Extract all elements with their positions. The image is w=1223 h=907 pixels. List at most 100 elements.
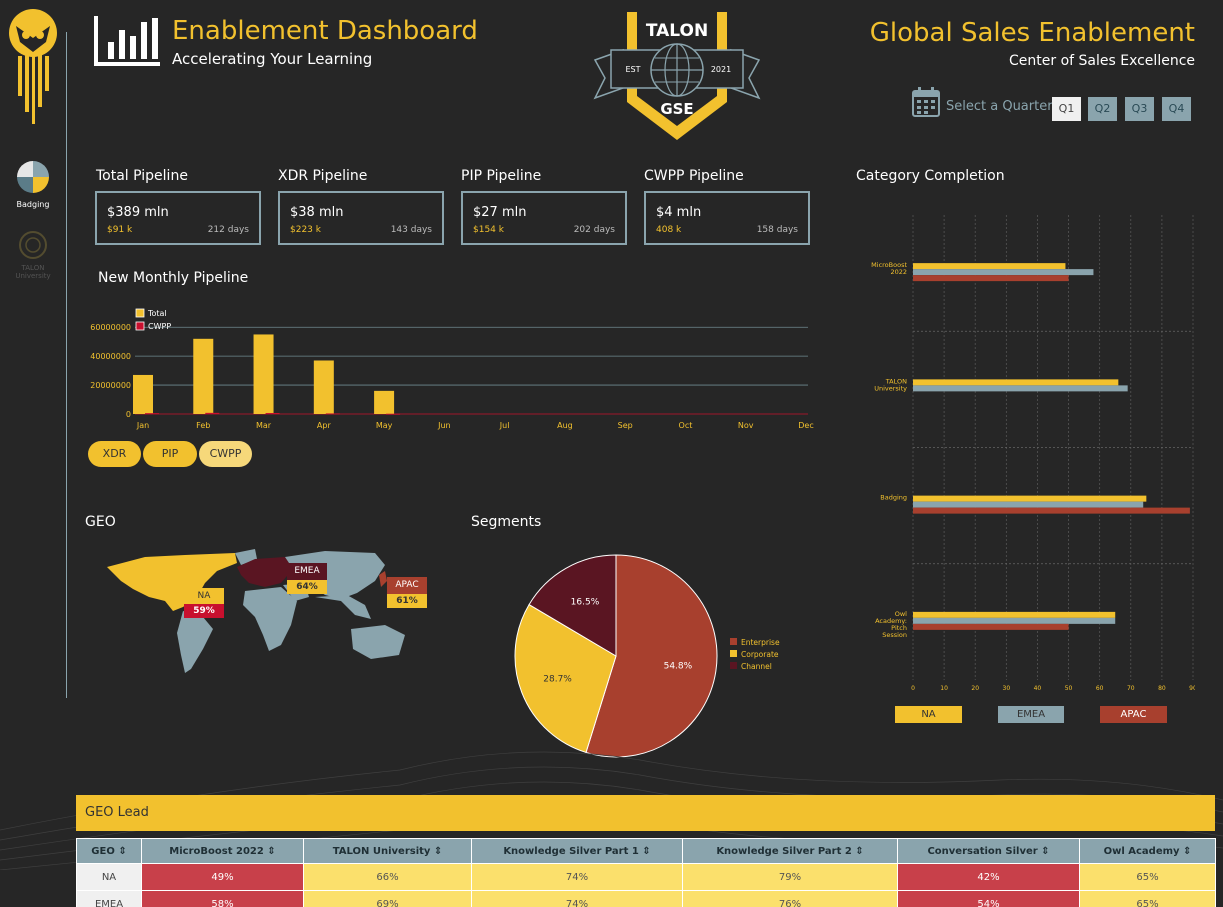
bar-apac[interactable] bbox=[913, 275, 1069, 282]
kpi-title-total: Total Pipeline bbox=[96, 168, 188, 184]
bar-na[interactable] bbox=[913, 611, 1116, 618]
segments-pie-chart: 54.8% 28.7% 16.5% Enterprise Corporate Chann… bbox=[514, 554, 780, 758]
filter-pill-pip[interactable]: PIP bbox=[143, 441, 197, 467]
bar-emea[interactable] bbox=[913, 501, 1144, 508]
table-cell-geo: NA bbox=[76, 863, 142, 891]
quarter-button-q3[interactable]: Q3 bbox=[1125, 97, 1154, 121]
bar-emea[interactable] bbox=[913, 385, 1128, 392]
legend-emea: EMEA bbox=[998, 706, 1064, 723]
table-row: NA 49% 66% 74% 79% 42% 65% bbox=[76, 863, 1216, 891]
bar-emea[interactable] bbox=[913, 269, 1094, 276]
geo-lead-table: GEO ⇕ MicroBoost 2022 ⇕ TALON University… bbox=[76, 838, 1216, 907]
column-header-talon-university[interactable]: TALON University ⇕ bbox=[303, 838, 472, 864]
region-value: 61% bbox=[387, 594, 427, 608]
kpi-card-cwpp: $4 mln 408 k 158 days bbox=[644, 191, 810, 245]
bar-apac[interactable] bbox=[913, 507, 1190, 514]
x-tick-label: Jun bbox=[437, 421, 451, 430]
bar-total[interactable] bbox=[193, 338, 214, 414]
x-tick-label: 70 bbox=[1127, 685, 1135, 692]
filter-pill-cwpp[interactable]: CWPP bbox=[199, 441, 252, 467]
bar-apac[interactable] bbox=[913, 623, 1069, 630]
filter-pill-xdr[interactable]: XDR bbox=[88, 441, 141, 467]
x-tick-label: Sep bbox=[618, 421, 633, 430]
pinwheel-icon bbox=[17, 161, 49, 193]
pie-slice-channel[interactable] bbox=[528, 554, 617, 657]
category-completion-title: Category Completion bbox=[856, 168, 1005, 184]
sidebar-item-talon-university[interactable]: TALON University bbox=[3, 230, 63, 290]
right-subtitle: Center of Sales Excellence bbox=[1009, 53, 1195, 69]
map-label-na: NA 59% bbox=[184, 588, 224, 618]
x-tick-label: 20 bbox=[971, 685, 979, 692]
kpi-title-xdr: XDR Pipeline bbox=[278, 168, 368, 184]
legend-swatch-cwpp bbox=[135, 321, 145, 331]
geo-lead-header: GEO Lead bbox=[76, 795, 1215, 831]
bar-cwpp[interactable] bbox=[265, 412, 280, 414]
map-label-apac: APAC 61% bbox=[387, 577, 427, 608]
talon-gse-logo: TALON EST 2021 GSE bbox=[593, 10, 761, 144]
table-cell: 49% bbox=[141, 863, 304, 891]
column-header-geo[interactable]: GEO ⇕ bbox=[76, 838, 142, 864]
quarter-label: Select a Quarter: bbox=[946, 99, 1057, 114]
table-cell: 76% bbox=[682, 890, 898, 907]
bar-cwpp[interactable] bbox=[386, 413, 401, 415]
x-tick-label: 60 bbox=[1096, 685, 1104, 692]
page-title: Enablement Dashboard bbox=[172, 16, 478, 46]
map-north-america[interactable] bbox=[107, 553, 237, 611]
column-header-owl-academy[interactable]: Owl Academy ⇕ bbox=[1079, 838, 1216, 864]
x-tick-label: 30 bbox=[1003, 685, 1011, 692]
logo-est-text: EST bbox=[625, 65, 640, 74]
map-europe[interactable] bbox=[237, 557, 293, 587]
bar-cwpp[interactable] bbox=[145, 413, 159, 415]
table-cell-geo: EMEA bbox=[76, 890, 142, 907]
x-tick-label: Feb bbox=[196, 421, 210, 430]
column-header-conversation-silver[interactable]: Conversation Silver ⇕ bbox=[897, 838, 1080, 864]
logo-year-text: 2021 bbox=[711, 65, 731, 74]
table-cell: 69% bbox=[303, 890, 472, 907]
bar-total[interactable] bbox=[253, 334, 274, 414]
legend-label-corporate: Corporate bbox=[741, 650, 779, 659]
legend-swatch-corporate bbox=[730, 650, 737, 657]
bar-cwpp[interactable] bbox=[325, 413, 340, 415]
calendar-icon bbox=[912, 87, 940, 121]
x-tick-label: 10 bbox=[940, 685, 948, 692]
kpi-sub: $91 k bbox=[107, 225, 133, 235]
bar-na[interactable] bbox=[913, 379, 1119, 386]
world-map bbox=[107, 549, 405, 673]
quarter-button-q4[interactable]: Q4 bbox=[1162, 97, 1191, 121]
sidebar-item-badging[interactable]: Badging bbox=[3, 160, 63, 210]
legend-label-total: Total bbox=[147, 309, 167, 318]
page-subtitle: Accelerating Your Learning bbox=[172, 50, 373, 68]
column-header-knowledge-silver-2[interactable]: Knowledge Silver Part 2 ⇕ bbox=[682, 838, 898, 864]
map-africa bbox=[243, 587, 297, 651]
y-tick-label: 0 bbox=[126, 410, 131, 419]
y-tick-label: 60000000 bbox=[90, 323, 131, 332]
bar-emea[interactable] bbox=[913, 617, 1116, 624]
bar-total[interactable] bbox=[133, 374, 153, 414]
x-tick-label: Aug bbox=[557, 421, 573, 430]
pie-slice-label: 16.5% bbox=[571, 598, 600, 608]
owl-logo bbox=[8, 8, 58, 128]
kpi-value: $389 mln bbox=[107, 205, 169, 220]
kpi-days: 202 days bbox=[573, 225, 615, 235]
x-tick-label: 0 bbox=[911, 685, 915, 692]
legend-apac: APAC bbox=[1100, 706, 1167, 723]
talon-seal-icon bbox=[19, 231, 47, 259]
bar-total[interactable] bbox=[313, 360, 334, 414]
geo-title: GEO bbox=[85, 514, 116, 530]
bar-cwpp[interactable] bbox=[205, 412, 220, 414]
legend-swatch-total bbox=[135, 308, 145, 318]
kpi-card-pip: $27 mln $154 k 202 days bbox=[461, 191, 627, 245]
legend-label-cwpp: CWPP bbox=[148, 322, 171, 331]
quarter-button-q2[interactable]: Q2 bbox=[1088, 97, 1117, 121]
column-header-microboost[interactable]: MicroBoost 2022 ⇕ bbox=[141, 838, 304, 864]
quarter-button-q1[interactable]: Q1 bbox=[1052, 97, 1081, 121]
x-tick-label: Jan bbox=[136, 421, 149, 430]
bar-total[interactable] bbox=[374, 390, 395, 414]
bar-na[interactable] bbox=[913, 263, 1066, 270]
x-tick-label: Dec bbox=[798, 421, 813, 430]
column-header-knowledge-silver-1[interactable]: Knowledge Silver Part 1 ⇕ bbox=[471, 838, 683, 864]
bar-na[interactable] bbox=[913, 495, 1147, 502]
category-label: MicroBoost 2022 bbox=[871, 261, 907, 276]
table-cell: 54% bbox=[897, 890, 1080, 907]
monthly-pipeline-title: New Monthly Pipeline bbox=[98, 270, 249, 286]
